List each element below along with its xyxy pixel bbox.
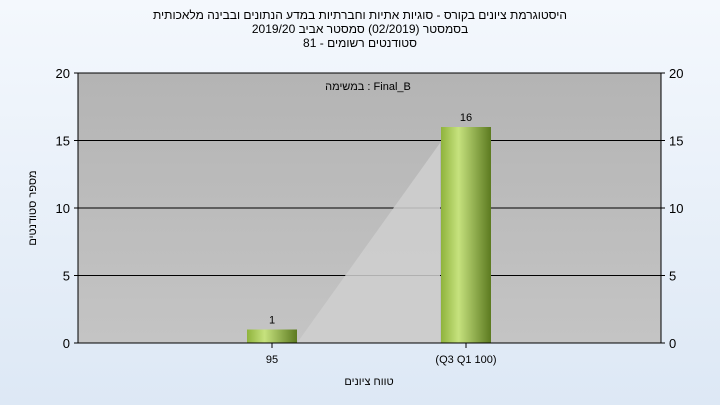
x-tick-label: (Q3 Q1 100) (435, 354, 496, 366)
axes: 0 0 5 5 10 10 15 15 20 20 95 (Q3 Q1 100) (56, 66, 684, 366)
y-axis-label: מספר סטודנטים (27, 170, 39, 245)
bar-data-label: 16 (460, 112, 472, 124)
x-axis-label: טווח ציונים (344, 376, 393, 388)
chart-title-line-2: בסמסטר (02/2019) סמסטר אביב 2019/20 (251, 22, 469, 36)
chart-title-line-3: סטודנטים רשומים - 81 (303, 36, 417, 50)
y-tick-label-left: 5 (63, 269, 70, 284)
bar (247, 329, 297, 343)
chart-title-line-1: היסטוגרמת ציונים בקורס - סוגיות אתיות וח… (153, 8, 567, 22)
x-tick-label: 95 (266, 354, 278, 366)
chart-annotation: במשימה : Final_B (325, 81, 411, 93)
y-tick-label-right: 15 (669, 134, 683, 149)
bar-data-label: 1 (269, 315, 275, 327)
bar-shadow (297, 143, 440, 343)
chart-title: היסטוגרמת ציונים בקורס - סוגיות אתיות וח… (0, 8, 720, 50)
y-tick-label-left: 20 (56, 66, 70, 81)
y-tick-label-right: 10 (669, 201, 683, 216)
bars: 1 16 (247, 112, 491, 343)
y-tick-label-left: 15 (56, 134, 70, 149)
y-tick-label-right: 5 (669, 269, 676, 284)
y-tick-label-left: 10 (56, 201, 70, 216)
y-tick-label-left: 0 (63, 336, 70, 351)
bar (441, 127, 491, 343)
y-tick-label-right: 0 (669, 336, 676, 351)
y-tick-label-right: 20 (669, 66, 683, 81)
